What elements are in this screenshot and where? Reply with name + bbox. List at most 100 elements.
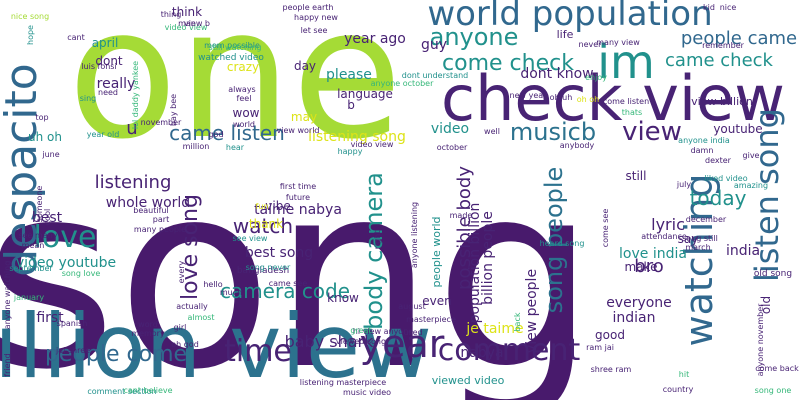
word-november: november [141,118,182,127]
word-camera-code: camera code [220,279,350,303]
word-hope: hope [26,25,35,45]
word-video-view: video view [165,23,208,32]
word-anyone-october: anyone october [371,79,434,88]
word-actually: actually [176,302,208,311]
word-really: really [97,76,136,92]
word-first-time: first time [280,182,316,191]
word-b: b [347,98,355,112]
word-country: country [663,385,694,394]
word-came-listen: came listen [169,121,285,145]
word-thing: thing [161,10,182,19]
word-comment: comment [438,333,581,368]
word-cant-believe: cant believe [123,386,172,395]
word-hi-view-anyone: hi view anyone [353,327,413,336]
word-watching: watching [677,173,721,346]
word-see-view: see view [233,234,268,243]
word-many-view: many view [596,38,640,47]
word-dont-understand: dont understand [402,71,469,80]
word-bay-bee: bay bee [169,94,178,126]
word-happy: happy [338,147,363,156]
word-world: world [233,120,255,129]
word-people-earth: people earth [283,3,334,12]
word-watch: watch [233,214,293,238]
word-time: time [224,334,292,369]
word-come-check: come check [442,51,574,76]
word-thats: thats [622,108,642,117]
word-possible-body: possible body [454,166,475,290]
word-whole-world: whole world [106,195,190,211]
word-always: always [228,85,255,94]
word-good: good [595,328,625,342]
word-u: u [126,118,137,139]
word-old: old [759,296,773,314]
word-view-world: view world [277,126,320,135]
word-think: think [172,5,202,19]
word-check-view: check view [441,62,785,135]
word-ram-jai: ram jai [586,343,614,352]
word-dont-know: dont know [520,66,593,82]
word-taime-nabya: taime nabya [254,202,342,218]
word-someone: someone [35,186,44,223]
word-june: june [41,150,59,159]
word-part: part [153,215,169,224]
word-video: video [431,121,469,137]
word-kid: kid [703,3,715,12]
word-song: song [0,129,596,400]
word-well: well [484,127,500,136]
word-population-billion: population billion [467,203,483,324]
word-heard-song: heard song [540,239,585,248]
word-india: india [726,243,760,259]
word-shree-ram: shree ram [591,365,632,374]
word-vibe: vibe [265,199,290,213]
word-people-came: people came [681,28,797,49]
word-one: one [68,0,403,179]
word-oh-oh: oh oh [577,95,599,104]
word-feel: feel [237,94,252,103]
word-best: best [32,210,63,226]
word-listen-song: listen song [748,108,786,282]
word-october: october [437,143,468,152]
word-many-people: many people [134,225,186,234]
word-man: man [178,19,196,28]
word-despacito: despacito [0,63,47,276]
word-mean: mean [22,241,45,250]
word-view: view [622,117,682,147]
word-song-one: song one [755,386,792,395]
word-fun: fun [256,202,269,211]
word-anyone: anyone [430,23,519,51]
word-anyone-listening: anyone listening [410,202,419,268]
word-make: make [625,260,658,274]
word-musicb: musicb [510,118,596,146]
word-came-see: came see [269,279,308,288]
word-still-watching: still watching [209,43,262,52]
word-love: love [34,220,97,255]
word-beautiful: beautiful [133,206,168,215]
word-lyric: lyric [651,215,685,234]
word-billion-people: billion people [480,211,496,305]
word-lol-daddy-yankee: lol daddy yankee [131,61,140,129]
word-every: every [177,260,186,283]
word-january: january [13,293,44,302]
word-listening-song: listening song [308,129,406,145]
word-memory: memory [131,329,165,338]
word-video-youtube: video youtube [16,255,116,271]
word-enjoy: enjoy [585,73,607,82]
word-body-camera: body camera [360,172,388,330]
word-came-check: came check [665,50,774,71]
word-december: december [686,215,727,224]
word-people-world: people world [430,216,443,287]
word-indian: indian [613,310,656,326]
word-anyone-watching: anyone watching [3,261,12,330]
word-listening: listening [95,172,172,193]
word-give: give [743,151,760,160]
word-song-never: song never [246,263,291,272]
word-hear: hear [226,143,245,152]
word-anyone-november: anyone november [756,303,765,377]
word-view-b: view b [184,19,210,28]
word-everyone: everyone [606,295,672,311]
word-love-india: love india [619,246,687,262]
word-language: language [337,87,393,101]
word-today: today [690,186,747,210]
